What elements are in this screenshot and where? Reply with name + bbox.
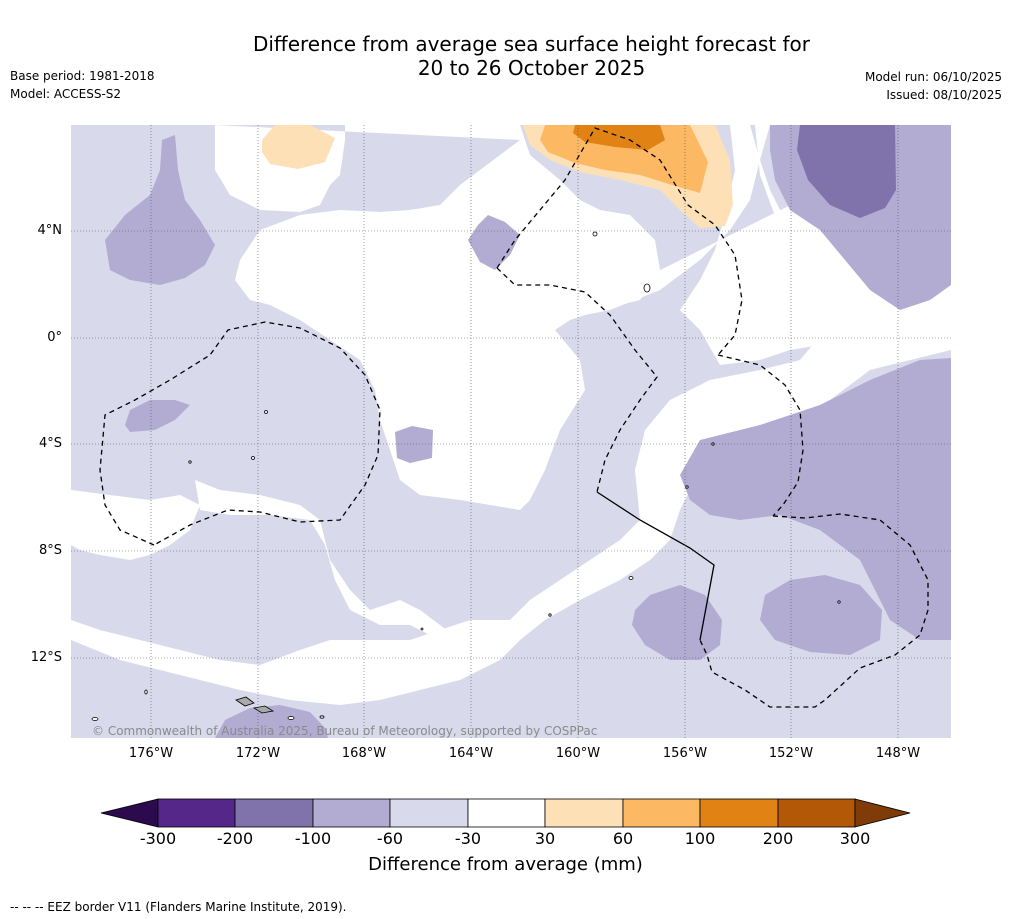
colorbar-segment (312, 798, 391, 828)
lon-label: 148°W (875, 746, 921, 761)
base-period: Base period: 1981-2018 (10, 69, 155, 83)
lat-label: 4°S (38, 436, 62, 451)
colorbar-title: Difference from average (mm) (368, 854, 643, 875)
islands (91, 231, 841, 721)
lat-label: 0° (47, 330, 62, 345)
anomaly-moderate-negative-c (395, 426, 433, 463)
anomaly-moderate-negative-se2 (760, 575, 882, 655)
lon-label: 156°W (662, 746, 708, 761)
neutral-region-north (215, 125, 660, 510)
lon-label: 168°W (341, 746, 387, 761)
colorbar-tick: -200 (216, 829, 254, 848)
lat-label: 8°S (38, 543, 62, 558)
colorbar-extend-high (854, 798, 911, 828)
colorbar-segment (699, 798, 779, 828)
anomaly-moderate-negative-w (125, 400, 190, 432)
anomaly-moderate-negative-nw (105, 135, 215, 285)
map-field (71, 125, 951, 738)
colorbar-tick: -30 (454, 829, 482, 848)
anomaly-strong-negative-ne (797, 125, 896, 218)
chart-title-line1: Difference from average sea surface heig… (252, 32, 811, 56)
colorbar (100, 798, 911, 828)
issued-date: Issued: 08/10/2025 (886, 88, 1002, 102)
neutral-region-southwest (71, 490, 200, 560)
model-run: Model run: 06/10/2025 (864, 70, 1002, 84)
anomaly-moderate-negative-e (680, 358, 951, 640)
colorbar-tick: 30 (534, 829, 556, 848)
anomaly-moderate-positive-ne (540, 125, 708, 193)
neutral-region-south (71, 620, 540, 705)
colorbar-segment (544, 798, 624, 828)
colorbar-segment (622, 798, 701, 828)
anomaly-moderate-negative-se1 (632, 585, 722, 660)
lon-label: 164°W (448, 746, 494, 761)
colorbar-tick: -100 (294, 829, 332, 848)
colorbar-tick: 200 (762, 829, 794, 848)
lon-label: 160°W (555, 746, 601, 761)
lon-label: 172°W (235, 746, 281, 761)
copyright-notice: © Commonwealth of Australia 2025, Bureau… (92, 724, 598, 738)
colorbar-segment (234, 798, 314, 828)
anomaly-moderate-negative-n (468, 215, 520, 270)
anomaly-weak-positive-n (262, 125, 335, 169)
lon-label: 152°W (768, 746, 814, 761)
model-name: Model: ACCESS-S2 (10, 87, 122, 101)
anomaly-strong-positive-ne (573, 125, 665, 150)
eez-border-solid (596, 491, 715, 641)
colorbar-segment (389, 798, 469, 828)
neutral-region-center (195, 125, 951, 670)
colorbar-extend-low (100, 798, 159, 828)
graticule (71, 125, 951, 738)
lat-label: 4°N (37, 223, 63, 238)
colorbar-tick: 300 (839, 829, 871, 848)
colorbar-segment (157, 798, 236, 828)
colorbar-tick: -300 (139, 829, 177, 848)
colorbar-tick: 100 (684, 829, 716, 848)
colorbar-segment (777, 798, 856, 828)
lon-label: 176°W (128, 746, 174, 761)
anomaly-moderate-negative-s (215, 705, 328, 738)
colorbar-tick: 60 (612, 829, 634, 848)
colorbar-segment (467, 798, 546, 828)
eez-borders (99, 127, 929, 708)
colorbar-tick: -60 (376, 829, 404, 848)
chart-title-line2: 20 to 26 October 2025 (417, 56, 646, 80)
lat-label: 12°S (30, 650, 62, 665)
eez-footnote: -- -- -- EEZ border V11 (Flanders Marine… (10, 900, 347, 914)
